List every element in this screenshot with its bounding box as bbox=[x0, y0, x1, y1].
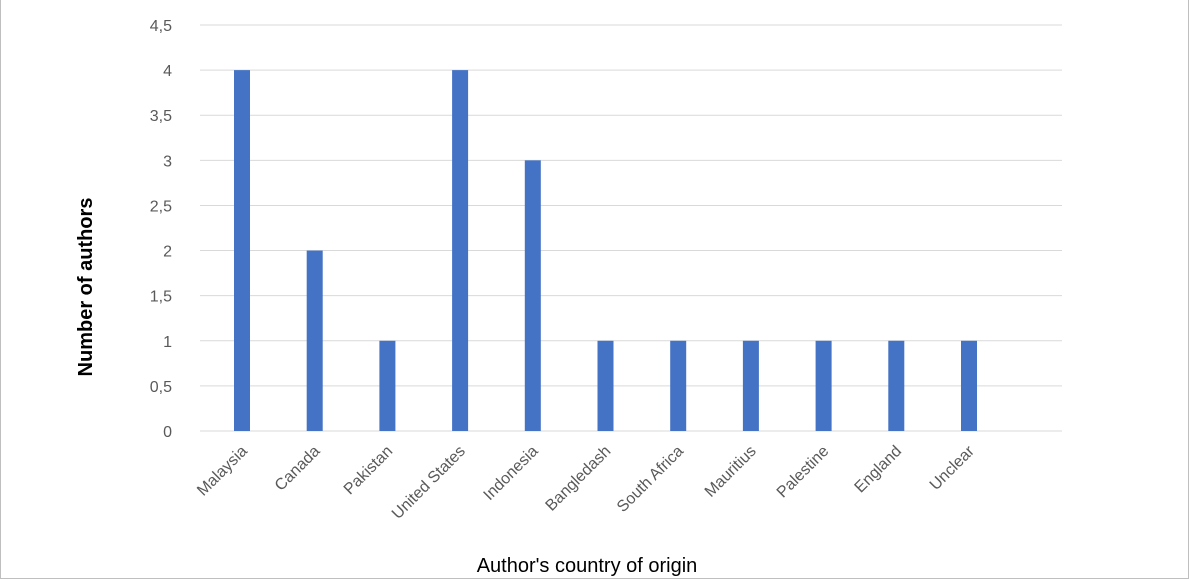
bar bbox=[961, 340, 977, 431]
bar bbox=[306, 250, 323, 431]
bar bbox=[379, 340, 396, 431]
x-category-label: Pakistan bbox=[341, 443, 396, 498]
y-tick-label: 4,5 bbox=[150, 18, 172, 35]
x-category-label: Mauritius bbox=[702, 443, 760, 501]
x-axis-title: Author's country of origin bbox=[477, 555, 698, 577]
bar bbox=[815, 340, 832, 431]
y-tick-label: 4 bbox=[163, 63, 172, 80]
bar bbox=[234, 70, 250, 431]
gridlines bbox=[200, 24, 1062, 432]
x-category-label: Unclear bbox=[927, 442, 978, 493]
bar bbox=[742, 340, 759, 431]
x-category-label: Canada bbox=[272, 443, 324, 495]
y-tick-label: 2,5 bbox=[150, 198, 172, 215]
x-category-label: South Africa bbox=[614, 443, 687, 516]
y-axis-title: Number of authors bbox=[75, 198, 97, 377]
y-tick-label: 1,5 bbox=[150, 289, 172, 306]
bar bbox=[670, 340, 687, 431]
x-category-label: Palestine bbox=[774, 443, 833, 502]
y-tick-label: 0 bbox=[163, 424, 172, 441]
x-category-label: England bbox=[852, 443, 906, 497]
x-category-label: Malaysia bbox=[194, 443, 251, 500]
y-axis-ticks: 0 0,5 1 1,5 2 2,5 3 3,5 4 4,5 bbox=[150, 18, 172, 441]
bar bbox=[524, 160, 541, 432]
y-tick-label: 2 bbox=[163, 244, 172, 261]
bar bbox=[888, 340, 905, 431]
y-tick-label: 3,5 bbox=[150, 108, 172, 125]
x-category-label: Indonesia bbox=[481, 443, 542, 504]
x-category-label: Bangledash bbox=[543, 443, 615, 515]
y-tick-label: 0,5 bbox=[150, 379, 172, 396]
x-category-label: United States bbox=[389, 443, 469, 523]
bars bbox=[234, 70, 977, 432]
y-tick-label: 1 bbox=[163, 334, 172, 351]
bar bbox=[597, 340, 614, 431]
bar bbox=[452, 70, 469, 431]
y-tick-label: 3 bbox=[163, 153, 172, 170]
